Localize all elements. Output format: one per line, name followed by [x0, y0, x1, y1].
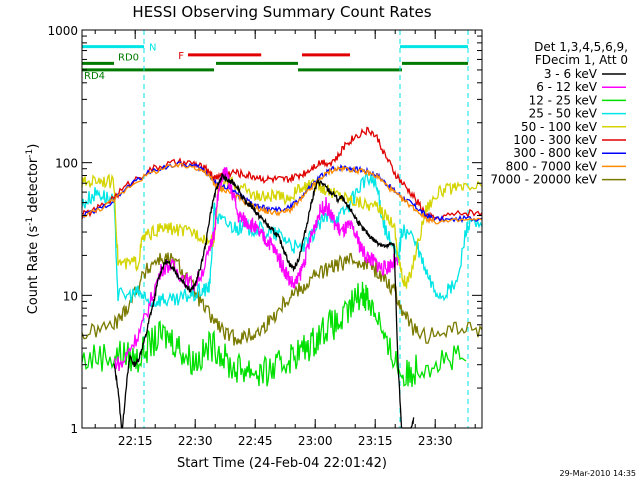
- flare-flag-label: F: [178, 51, 184, 62]
- y-tick-label: 1000: [47, 24, 78, 38]
- x-tick-label: 22:15: [118, 434, 153, 448]
- series-line-12-25-kev: [81, 281, 467, 387]
- legend-entry-label: 100 - 300 keV: [513, 133, 597, 147]
- flags-layer: N F RD0 RD4: [82, 43, 468, 82]
- legend-header-line-1: Det 1,3,4,5,6,9,: [534, 40, 628, 54]
- y-axis-label: Count Rate (s-1 detector-1): [25, 144, 41, 315]
- plot-area: N F RD0 RD4 1 10 100 1000 22:15 22:30 22:45 23:00 2…: [47, 24, 483, 448]
- x-tick-label: 23:30: [418, 434, 453, 448]
- y-tick-label: 10: [63, 289, 78, 303]
- series-line-3-6-kev: [113, 173, 415, 429]
- x-tick-label: 22:30: [178, 434, 213, 448]
- plot-frame: [81, 29, 483, 429]
- series-line-7000-20000-kev: [81, 252, 483, 346]
- rd0-flag-label: RD0: [118, 52, 139, 63]
- x-tick-label: 23:15: [358, 434, 393, 448]
- legend-entry-label: 12 - 25 keV: [529, 93, 598, 107]
- legend-entry-label: 3 - 6 keV: [544, 67, 598, 81]
- x-tick-label: 22:45: [238, 434, 273, 448]
- legend-entry-label: 6 - 12 keV: [536, 80, 598, 94]
- legend-header-line-2: FDecim 1, Att 0: [535, 53, 628, 67]
- legend-entry-label: 25 - 50 keV: [529, 107, 598, 121]
- legend-entry-label: 300 - 800 keV: [513, 146, 597, 160]
- chart-title: HESSI Observing Summary Count Rates: [132, 3, 431, 21]
- series-line-50-100-kev: [81, 173, 483, 289]
- render-timestamp: 29-Mar-2010 14:35: [560, 469, 637, 478]
- legend: Det 1,3,4,5,6,9, FDecim 1, Att 0 3 - 6 k…: [490, 40, 628, 187]
- rd4-flag-label: RD4: [84, 71, 105, 82]
- series-layer: [81, 126, 483, 429]
- legend-entry-label: 7000 - 20000 keV: [490, 173, 597, 187]
- axis-layer: 1 10 100 1000 22:15 22:30 22:45 23:00 23:15 23:30: [47, 24, 482, 448]
- x-axis-label: Start Time (24-Feb-04 22:01:42): [177, 456, 387, 471]
- night-flag-label: N: [149, 43, 156, 54]
- y-tick-label: 100: [55, 157, 78, 171]
- legend-entry-label: 800 - 7000 keV: [506, 159, 598, 173]
- series-line-100-300-kev: [81, 126, 483, 223]
- legend-entry-label: 50 - 100 keV: [521, 120, 598, 134]
- series-line-800-7000-kev: [81, 162, 483, 225]
- series-line-25-50-kev: [81, 171, 483, 308]
- x-tick-label: 23:00: [298, 434, 333, 448]
- y-tick-label: 1: [70, 422, 78, 436]
